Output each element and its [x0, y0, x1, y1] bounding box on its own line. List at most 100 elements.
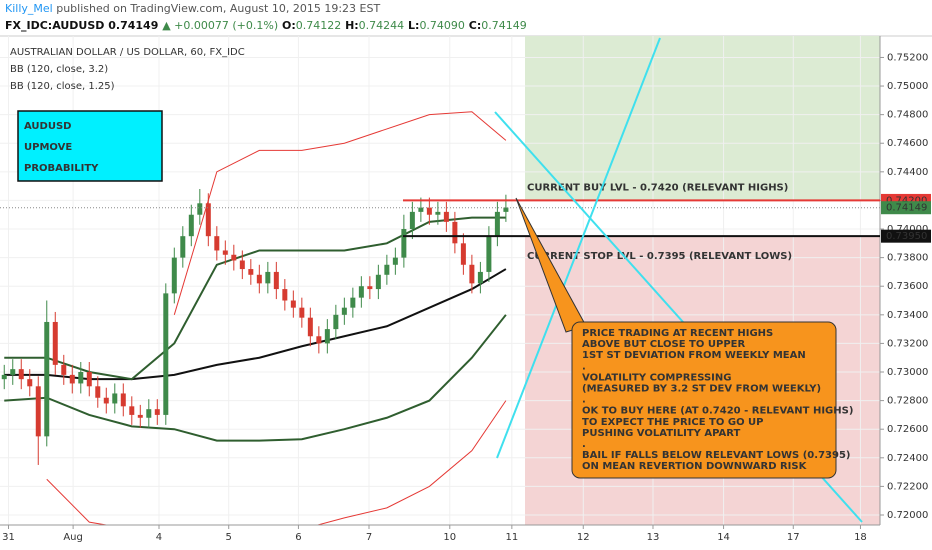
y-tick-label: 0.73400	[887, 310, 928, 321]
candle-body	[503, 207, 509, 212]
y-tick-label: 0.72200	[887, 481, 928, 492]
y-tick-label: 0.72600	[887, 424, 928, 435]
candle-body	[273, 271, 279, 290]
author: Killy_Mel	[5, 2, 53, 15]
candle-body	[443, 211, 449, 222]
candle-body	[231, 254, 237, 261]
candle-body	[154, 409, 160, 415]
ohlc-label: O:	[282, 19, 296, 32]
x-tick-label: 14	[717, 532, 730, 543]
candle-body	[486, 236, 492, 272]
candle-body	[307, 317, 313, 337]
callout-line: .	[582, 395, 586, 406]
y-tick-label: 0.73200	[887, 338, 928, 349]
candle-body	[469, 264, 475, 284]
candle-body	[392, 257, 398, 265]
y-tick-label: 0.73800	[887, 253, 928, 264]
y-tick-label: 0.74800	[887, 110, 928, 121]
callout-line: .	[582, 439, 586, 450]
price-badge-label: 0.73950	[886, 231, 927, 242]
candle-body	[95, 386, 101, 398]
candle-body	[477, 271, 483, 284]
ohlc-value: 0.74122	[296, 19, 342, 32]
header-line: Killy_Mel published on TradingView.com, …	[5, 2, 380, 15]
indicator-line	[173, 111, 507, 315]
trend-line	[496, 37, 661, 459]
x-tick-label: 6	[295, 532, 301, 543]
y-tick-label: 0.75000	[887, 81, 928, 92]
candle-body	[222, 250, 228, 255]
candle-body	[358, 286, 364, 298]
last: 0.74149	[108, 19, 158, 32]
buy-zone	[525, 36, 880, 201]
callout-line: VOLATILITY COMPRESSING	[582, 372, 731, 383]
y-tick-label: 0.72400	[887, 453, 928, 464]
candle-body	[375, 274, 381, 290]
change: ▲ +0.00077 (+0.1%)	[162, 19, 278, 32]
candle-body	[197, 203, 203, 215]
x-tick-label: 4	[156, 532, 162, 543]
y-tick-label: 0.72000	[887, 510, 928, 521]
candle-body	[146, 409, 152, 418]
x-tick-label: 10	[443, 532, 456, 543]
x-tick-label: 13	[647, 532, 660, 543]
published: published on TradingView.com, August 10,…	[53, 2, 381, 15]
y-tick-label: 0.74600	[887, 138, 928, 149]
candle-body	[1, 374, 7, 380]
ohlc-label: L:	[408, 19, 419, 32]
price-badge	[881, 201, 931, 215]
callout-line: TO EXPECT THE PRICE TO GO UP	[582, 417, 764, 428]
candle-body	[299, 307, 305, 318]
candle-body	[10, 369, 16, 375]
candle-body	[265, 271, 271, 284]
candle-body	[69, 374, 75, 384]
candle-body	[239, 260, 245, 270]
price-badge	[881, 229, 931, 243]
candle-body	[494, 211, 500, 237]
candle-body	[188, 214, 194, 237]
candle-body	[18, 369, 24, 380]
candle-body	[27, 379, 33, 387]
candle-body	[324, 329, 330, 344]
headline-box	[17, 110, 163, 182]
x-tick-label: 18	[854, 532, 867, 543]
x-tick-label: 5	[226, 532, 232, 543]
candle-body	[341, 307, 347, 315]
indicator-line	[46, 400, 507, 525]
candle-body	[350, 297, 356, 308]
x-tick-label: 12	[577, 532, 590, 543]
candle-body	[35, 386, 41, 437]
x-tick-label: 31	[2, 532, 15, 543]
x-tick-label: Aug	[63, 532, 83, 543]
callout-line: PRICE TRADING AT RECENT HIGHS	[582, 328, 773, 339]
candle-body	[163, 293, 169, 415]
candle-body	[137, 414, 143, 418]
candle-body	[282, 289, 288, 301]
ohlc-label: H:	[345, 19, 359, 32]
y-tick-label: 0.74000	[887, 224, 928, 235]
candle-body	[435, 211, 441, 215]
callout-line: 1ST ST DEVIATION FROM WEEKLY MEAN	[582, 350, 806, 361]
x-tick-label: 7	[366, 532, 372, 543]
x-tick-label: 11	[505, 532, 518, 543]
candle-body	[205, 203, 211, 237]
symbol-line: FX_IDC:AUDUSD 0.74149 ▲ +0.00077 (+0.1%)…	[5, 19, 527, 32]
candle-body	[78, 372, 84, 384]
price-badge-label: 0.74200	[886, 195, 927, 206]
candle-body	[316, 336, 322, 344]
candle-body	[290, 300, 296, 308]
candle-body	[61, 364, 67, 375]
candle-body	[452, 221, 458, 244]
symbol: FX_IDC:AUDUSD	[5, 19, 104, 32]
candle-body	[120, 393, 126, 407]
candle-body	[180, 236, 186, 258]
callout-line: .	[582, 361, 586, 372]
indicator-line	[4, 314, 507, 442]
candle-body	[214, 236, 220, 251]
callout-line: BAIL IF FALLS BELOW RELEVANT LOWS (0.739…	[582, 450, 850, 461]
headline-line: AUDUSD	[24, 121, 71, 132]
candle-body	[248, 269, 254, 275]
candle-body	[112, 393, 118, 404]
candle-body	[367, 286, 373, 290]
